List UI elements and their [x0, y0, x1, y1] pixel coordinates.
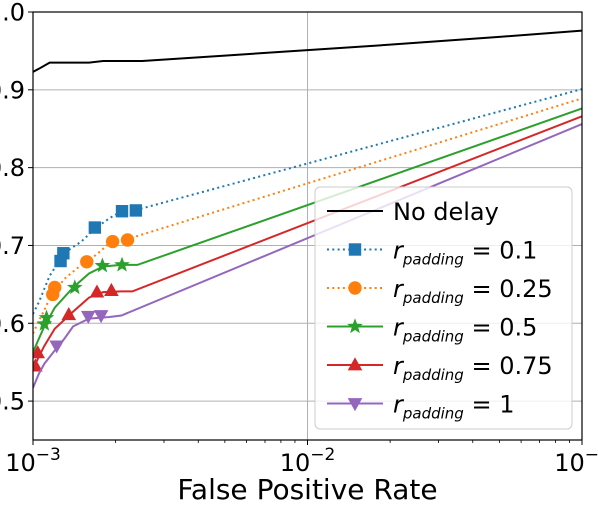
legend-swatch-marker	[348, 281, 362, 295]
legend-value: = 0.1	[464, 237, 538, 265]
y-tick-label: 1.0	[0, 0, 25, 27]
data-point	[36, 315, 53, 331]
legend-value: = 0.5	[464, 314, 538, 342]
data-point	[61, 307, 77, 321]
series-line	[33, 107, 582, 353]
legend-symbol: r	[393, 237, 405, 265]
axis-ticks: 0.50.60.70.80.91.010−310−210−1	[0, 0, 598, 477]
legend-label: No delay	[393, 198, 499, 226]
data-point	[48, 280, 62, 295]
series-5	[33, 123, 582, 389]
data-point	[104, 282, 119, 296]
legend-box	[314, 186, 573, 430]
legend-entry: rpadding = 0.1	[327, 237, 537, 269]
data-point	[114, 256, 130, 272]
y-tick-label: 0.7	[0, 232, 25, 260]
series-line	[33, 29, 582, 73]
data-point	[67, 279, 83, 295]
x-tick-label: 10−1	[554, 445, 598, 477]
data-point	[33, 358, 43, 372]
legend-value: = 0.25	[464, 275, 553, 303]
legend-subscript: padding	[402, 366, 464, 384]
legend-label: rpadding = 0.25	[393, 275, 553, 307]
series-4	[33, 115, 582, 372]
x-tick-base: 10	[5, 449, 36, 477]
x-tick-label: 10−2	[280, 445, 336, 477]
legend-symbol: r	[393, 352, 405, 380]
data-point	[57, 247, 70, 260]
legend-entry: rpadding = 1	[327, 391, 514, 423]
x-tick-exponent: −3	[36, 445, 61, 465]
legend-label: rpadding = 0.1	[393, 237, 537, 269]
series-line	[33, 115, 582, 370]
legend-entry: rpadding = 0.75	[327, 352, 553, 384]
legend-swatch-marker	[347, 398, 363, 412]
data-point	[49, 340, 65, 354]
data-point	[94, 257, 111, 273]
y-tick-label: 0.8	[0, 154, 25, 182]
data-point	[38, 309, 55, 325]
y-tick-label: 0.9	[0, 76, 25, 104]
data-point	[129, 204, 143, 217]
legend-entry: rpadding = 0.5	[327, 314, 537, 346]
x-tick-exponent: −1	[585, 445, 598, 465]
series-2	[33, 97, 582, 334]
y-tick-label: 0.6	[0, 310, 25, 338]
x-tick-base: 10	[280, 449, 311, 477]
legend-label: rpadding = 0.75	[393, 352, 553, 384]
legend-symbol: r	[393, 314, 405, 342]
data-point	[89, 284, 105, 298]
y-tick-label: 0.5	[0, 388, 25, 416]
series-line	[33, 123, 582, 389]
legend-value: = 1	[464, 391, 515, 419]
legend-label: rpadding = 1	[393, 391, 514, 423]
x-tick-label: 10−3	[5, 445, 61, 477]
series-group	[33, 29, 582, 389]
data-point	[80, 310, 96, 324]
series-3	[33, 107, 582, 353]
legend-label: rpadding = 0.5	[393, 314, 537, 346]
data-point	[115, 205, 129, 218]
legend-subscript: padding	[402, 289, 464, 307]
x-tick-base: 10	[554, 449, 585, 477]
legend-swatch-marker	[348, 243, 362, 256]
series-0	[33, 29, 582, 73]
legend-subscript: padding	[402, 251, 464, 269]
series-line	[33, 97, 582, 334]
legend-entry: No delay	[327, 198, 499, 226]
legend-symbol: r	[393, 391, 405, 419]
legend-subscript: padding	[402, 405, 464, 423]
x-axis-label: False Positive Rate	[177, 473, 437, 506]
legend-symbol: r	[393, 275, 405, 303]
data-point	[80, 255, 94, 269]
data-point	[93, 310, 109, 324]
x-tick-exponent: −2	[310, 445, 335, 465]
series-1	[33, 88, 582, 315]
legend-swatch-marker	[347, 357, 363, 371]
legend-swatch-marker	[347, 318, 363, 334]
data-point	[88, 221, 102, 234]
data-point	[120, 233, 135, 247]
legend-entry: rpadding = 0.25	[327, 275, 553, 307]
legend-text: No delay	[393, 198, 499, 226]
data-point	[33, 345, 45, 359]
legend-value: = 0.75	[464, 352, 553, 380]
data-point	[105, 234, 120, 249]
legend-subscript: padding	[402, 328, 464, 346]
